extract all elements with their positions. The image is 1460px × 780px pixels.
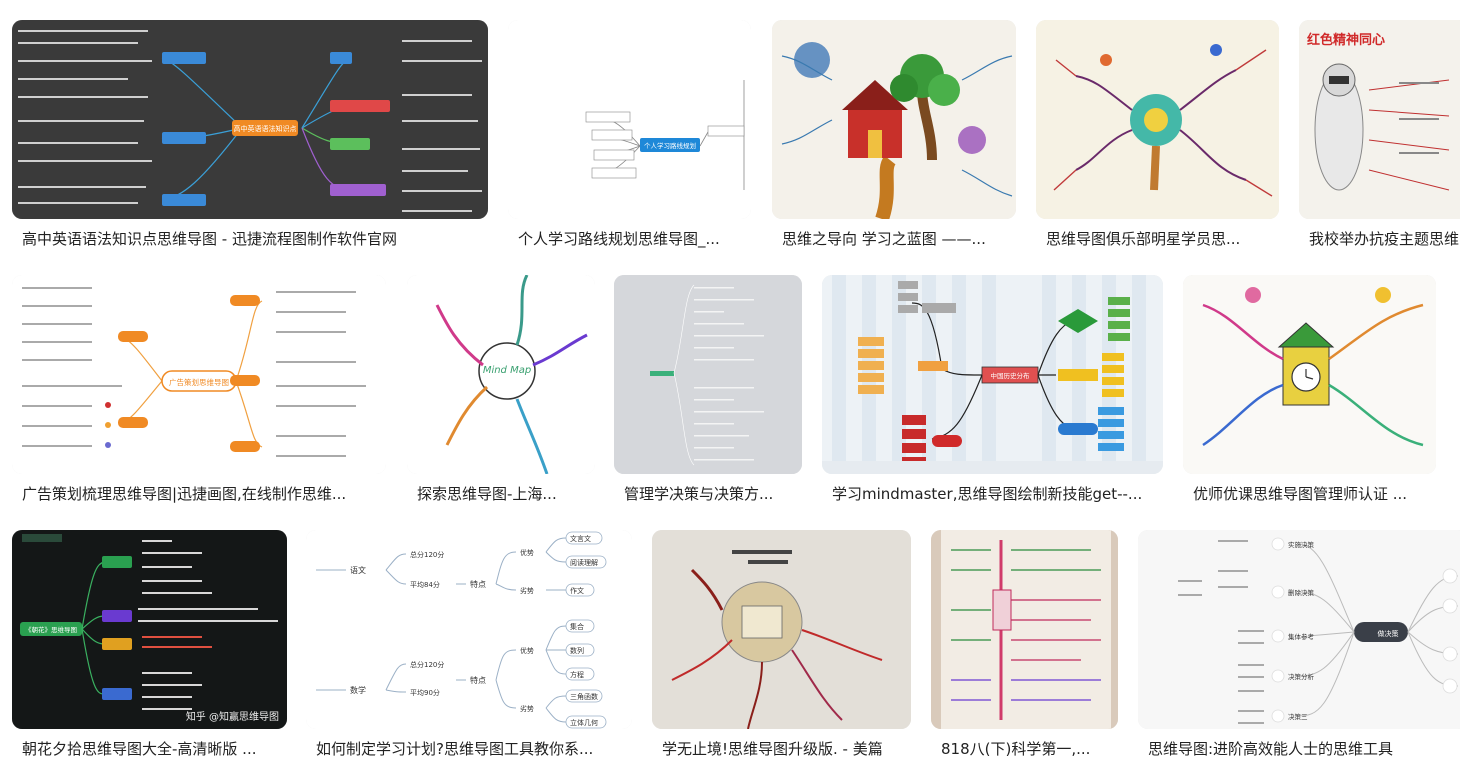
result-11-adv-0: 优势	[520, 548, 534, 557]
result-3-caption[interactable]: 思维导图俱乐部明星学员思...	[1046, 230, 1241, 248]
result-4[interactable]: 红色精神同心 我校举办抗疫主题思维	[1299, 20, 1460, 250]
result-10-thumbnail[interactable]: 《朝花》思维导图 知乎 @知赢思维导图	[12, 530, 287, 729]
result-11-leaf-7: 立体几何	[570, 718, 598, 727]
result-0-thumbnail[interactable]: 高中英语语法知识点	[12, 20, 488, 219]
result-14-caption[interactable]: 思维导图:进阶高效能人士的思维工具	[1148, 740, 1394, 758]
result-11-feature-0: 特点	[470, 579, 486, 589]
result-11-adv-1: 优势	[520, 646, 534, 655]
result-11-sub-0: 总分120分	[410, 550, 444, 559]
result-13[interactable]: 818八(下)科学第一,...	[931, 530, 1121, 760]
result-13-caption[interactable]: 818八(下)科学第一,...	[941, 740, 1091, 758]
result-11-leaf-6: 三角函数	[570, 692, 598, 701]
result-11-sub-2: 总分120分	[410, 660, 444, 669]
result-0-caption[interactable]: 高中英语语法知识点思维导图 - 迅捷流程图制作软件官网	[22, 230, 397, 248]
result-7-thumbnail[interactable]	[614, 275, 802, 474]
result-10-center: 《朝花》思维导图	[25, 625, 77, 634]
result-2[interactable]: 思维之导向 学习之蓝图 ——...	[772, 20, 1018, 250]
result-12[interactable]: 学无止境!思维导图升级版. - 美篇	[652, 530, 914, 760]
result-14-branch-1: 删除决策	[1288, 588, 1315, 597]
result-11-feature-1: 特点	[470, 675, 486, 685]
result-4-caption[interactable]: 我校举办抗疫主题思维	[1309, 230, 1460, 248]
result-14-center: 做决策	[1378, 629, 1399, 638]
result-3-thumbnail[interactable]	[1036, 20, 1279, 219]
result-9[interactable]: 优师优课思维导图管理师认证 ...	[1183, 275, 1443, 505]
result-8[interactable]: 中国历史分布 学习mindmaster,思维导图绘制新技能get--...	[822, 275, 1166, 505]
result-1[interactable]: 个人学习路线规划 个人学习路线规划思维导图_...	[508, 20, 754, 250]
result-9-thumbnail[interactable]	[1183, 275, 1436, 474]
result-11-leaf-0: 文言文	[570, 534, 591, 543]
result-6-center: Mind Map	[483, 365, 531, 376]
result-13-thumbnail[interactable]	[931, 530, 1118, 729]
result-6-caption[interactable]: 探索思维导图-上海...	[417, 485, 557, 503]
result-11-branch-yuwen: 语文	[350, 565, 366, 575]
result-14-branch-4: 决策三	[1288, 712, 1308, 721]
result-14-branch-2: 集体参考	[1288, 632, 1315, 641]
result-11-branch-shuxue: 数学	[350, 685, 366, 695]
result-10-watermark: 知乎 @知赢思维导图	[185, 712, 279, 723]
result-12-thumbnail[interactable]	[652, 530, 911, 729]
result-9-caption[interactable]: 优师优课思维导图管理师认证 ...	[1193, 485, 1408, 503]
result-7[interactable]: 管理学决策与决策方...	[614, 275, 804, 505]
result-6-thumbnail[interactable]: Mind Map	[407, 275, 595, 474]
result-0-center: 高中英语语法知识点	[234, 124, 297, 133]
result-11-leaf-2: 作文	[570, 586, 584, 595]
result-5[interactable]: 广告策划思维导图 广告策划梳理思维导图|迅捷画图,在线制作思维...	[12, 275, 388, 505]
result-11-caption[interactable]: 如何制定学习计划?思维导图工具教你系...	[316, 740, 594, 758]
result-11-thumbnail[interactable]: 语文 数学 总分120分 平均84分 总分120分 平均90分 特点 特点 优势…	[306, 530, 632, 729]
result-5-center: 广告策划思维导图	[169, 377, 229, 387]
result-11-sub-3: 平均90分	[410, 688, 440, 697]
result-6[interactable]: Mind Map 探索思维导图-上海...	[407, 275, 597, 505]
result-11-leaf-5: 方程	[570, 670, 584, 679]
result-11-leaf-4: 数列	[570, 646, 584, 655]
result-5-thumbnail[interactable]: 广告策划思维导图	[12, 275, 386, 474]
result-0[interactable]: 高中英语语法知识点 高中英语语法知识点思维导图 - 迅捷流程图制作软件官网	[12, 20, 490, 250]
result-11-leaf-1: 阅读理解	[570, 558, 598, 567]
result-11[interactable]: 语文 数学 总分120分 平均84分 总分120分 平均90分 特点 特点 优势…	[306, 530, 636, 760]
result-12-caption[interactable]: 学无止境!思维导图升级版. - 美篇	[662, 740, 883, 758]
result-11-dis-1: 劣势	[520, 704, 534, 713]
result-1-center: 个人学习路线规划	[644, 141, 696, 150]
result-14-thumbnail[interactable]: 做决策 实施决策 删除决策 集体参考 决策分析 决策三	[1138, 530, 1460, 729]
result-14-branch-0: 实施决策	[1288, 540, 1315, 549]
result-5-caption[interactable]: 广告策划梳理思维导图|迅捷画图,在线制作思维...	[22, 485, 347, 503]
result-10[interactable]: 《朝花》思维导图 知乎 @知赢思维导图 朝花夕拾思维导图大全-高清晰版 ...	[12, 530, 302, 760]
result-11-sub-1: 平均84分	[410, 580, 440, 589]
result-11-leaf-3: 集合	[570, 622, 584, 631]
result-14[interactable]: 做决策 实施决策 删除决策 集体参考 决策分析 决策三	[1138, 530, 1460, 760]
result-8-center: 中国历史分布	[991, 371, 1031, 380]
result-7-caption[interactable]: 管理学决策与决策方...	[624, 485, 774, 503]
result-2-thumbnail[interactable]	[772, 20, 1016, 219]
result-8-caption[interactable]: 学习mindmaster,思维导图绘制新技能get--...	[832, 485, 1143, 503]
result-3[interactable]: 思维导图俱乐部明星学员思...	[1036, 20, 1282, 250]
result-4-title: 红色精神同心	[1307, 32, 1385, 48]
result-1-caption[interactable]: 个人学习路线规划思维导图_...	[518, 230, 720, 248]
result-1-thumbnail[interactable]: 个人学习路线规划	[508, 20, 751, 219]
result-8-thumbnail[interactable]: 中国历史分布	[822, 275, 1163, 474]
result-14-branch-3: 决策分析	[1288, 672, 1315, 681]
result-2-caption[interactable]: 思维之导向 学习之蓝图 ——...	[782, 230, 986, 248]
result-4-thumbnail[interactable]: 红色精神同心	[1299, 20, 1460, 219]
result-10-caption[interactable]: 朝花夕拾思维导图大全-高清晰版 ...	[22, 740, 257, 758]
result-11-dis-0: 劣势	[520, 586, 534, 595]
